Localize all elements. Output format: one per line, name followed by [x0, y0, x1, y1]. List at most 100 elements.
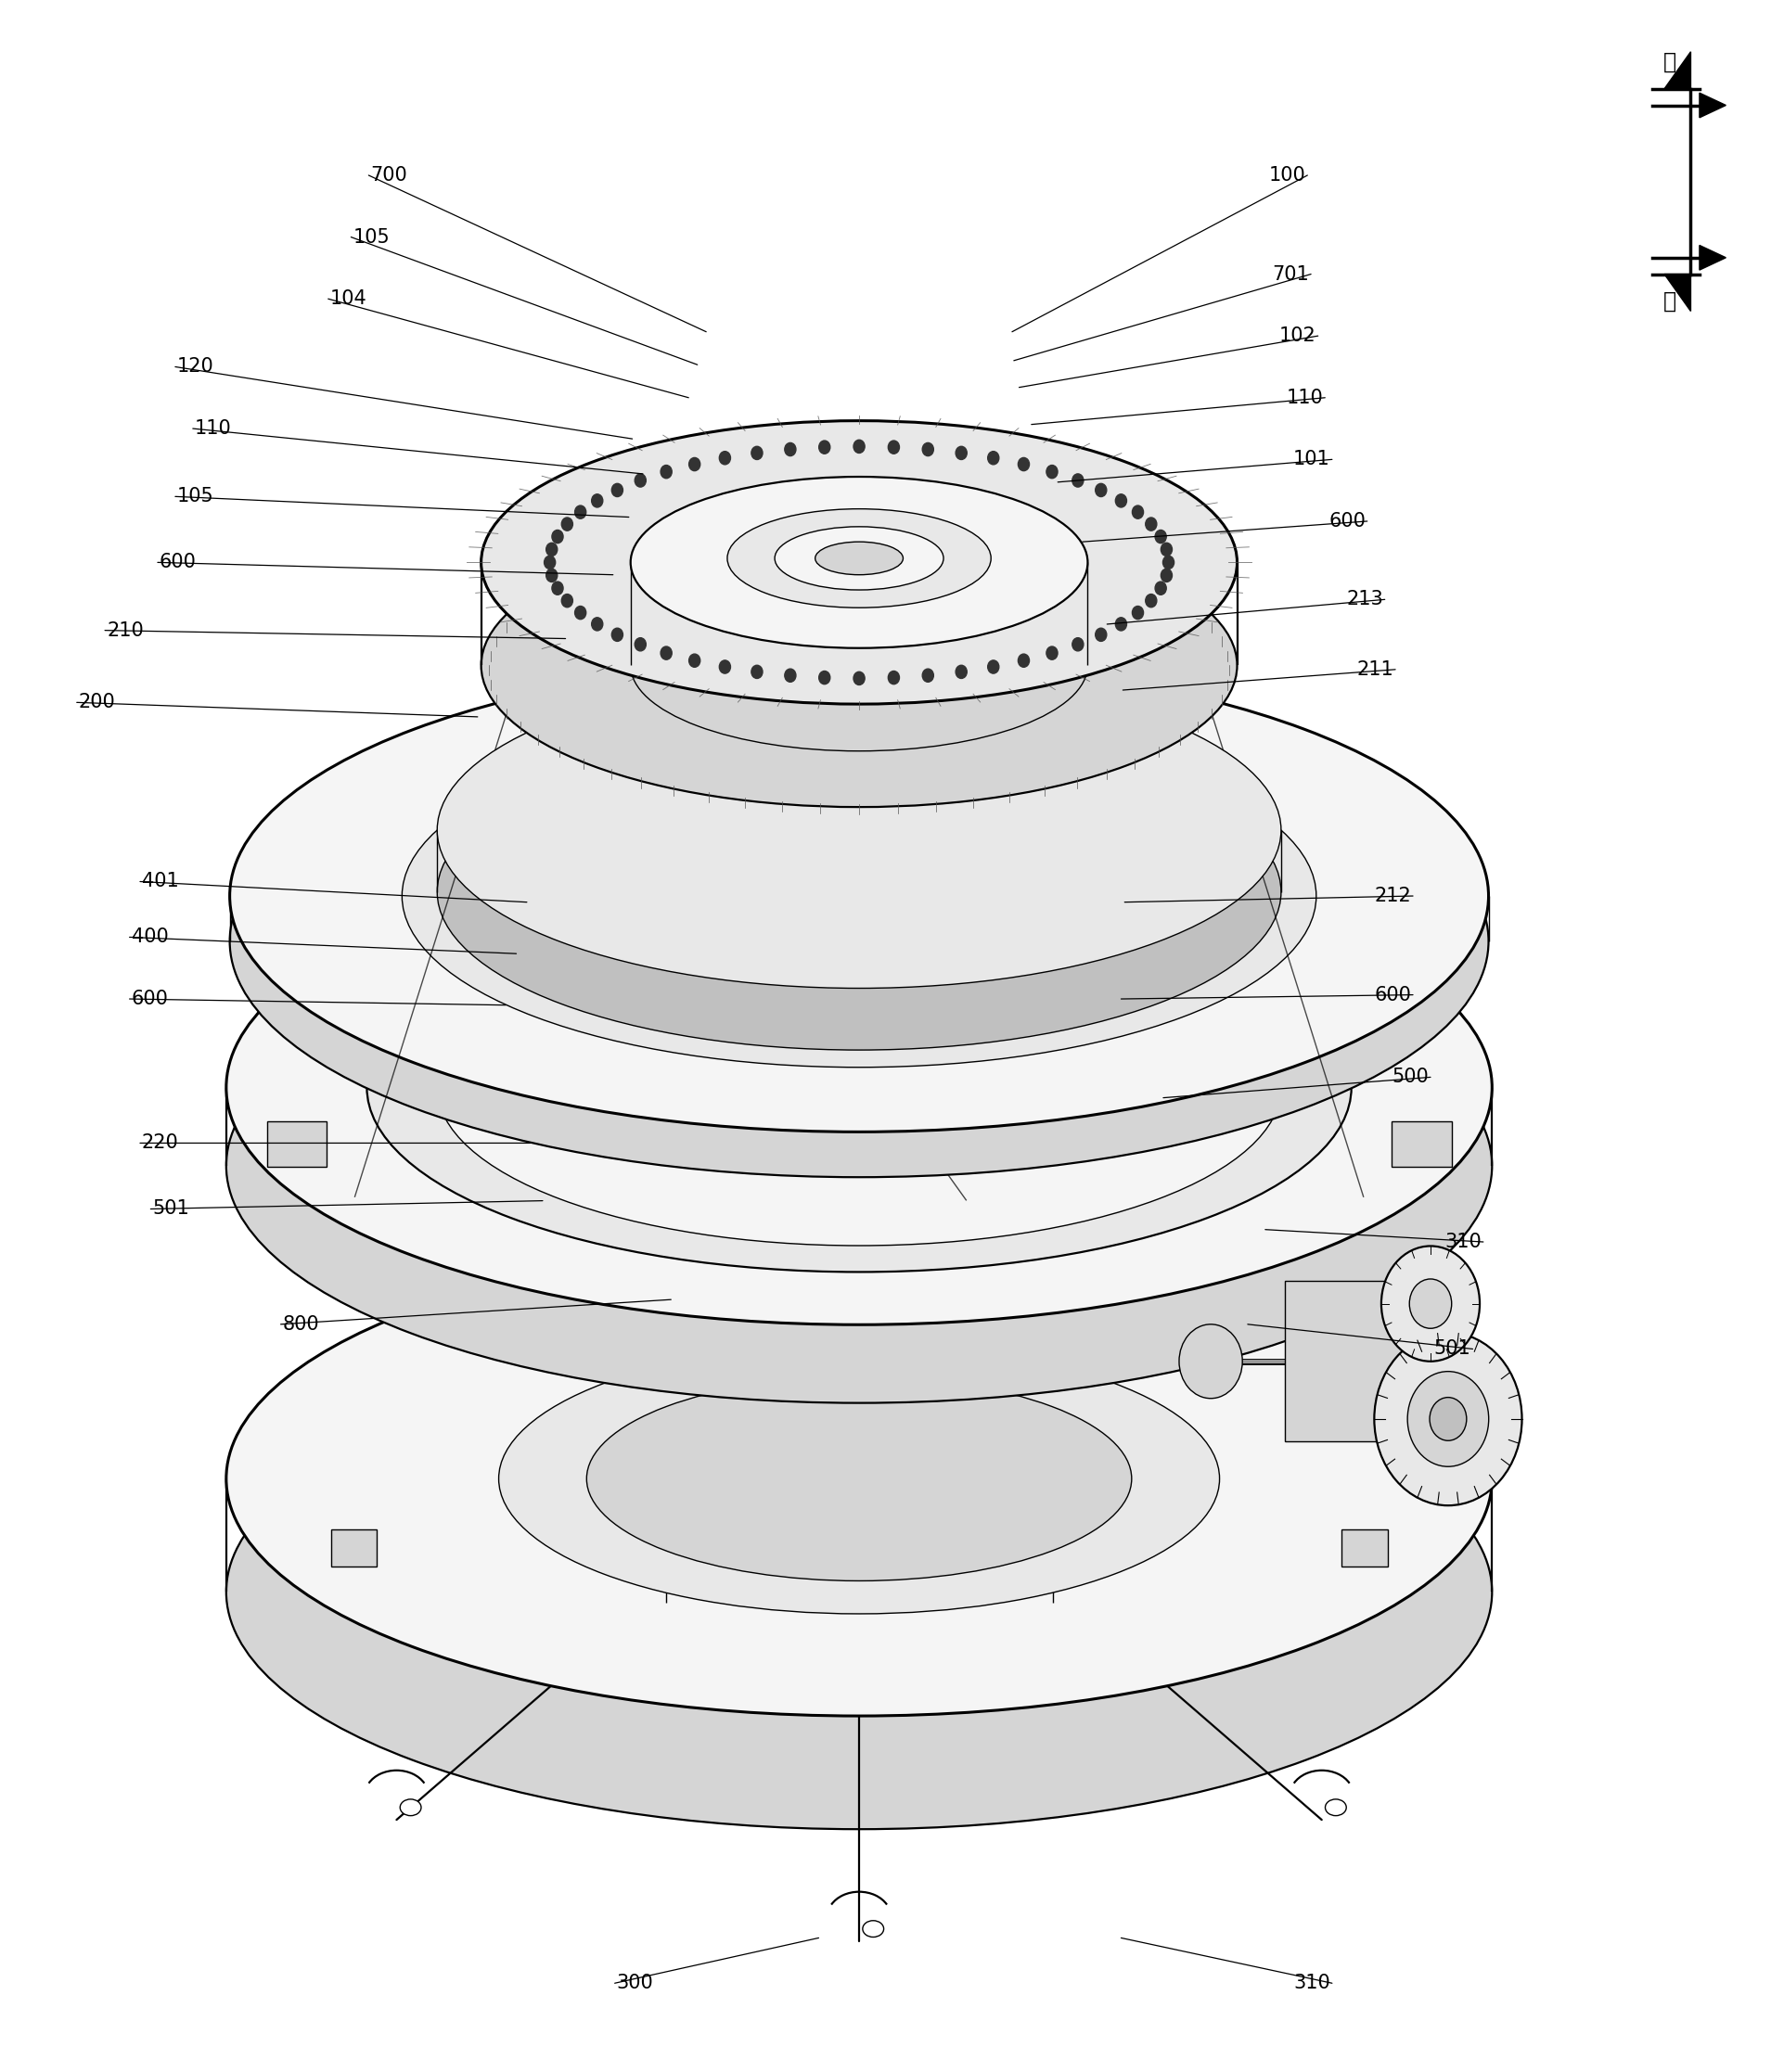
FancyBboxPatch shape: [267, 1121, 326, 1167]
Text: 700: 700: [370, 166, 407, 184]
Circle shape: [661, 646, 671, 659]
Circle shape: [818, 671, 831, 684]
Ellipse shape: [763, 1013, 956, 1086]
Text: 110: 110: [195, 419, 232, 437]
Circle shape: [545, 543, 558, 555]
Text: 500: 500: [1392, 1067, 1429, 1086]
Circle shape: [661, 466, 671, 479]
Circle shape: [988, 661, 999, 673]
Text: 200: 200: [78, 694, 115, 711]
Ellipse shape: [230, 704, 1489, 1177]
Circle shape: [1132, 506, 1144, 518]
Ellipse shape: [774, 526, 944, 591]
Circle shape: [956, 665, 967, 678]
Text: 501: 501: [1435, 1341, 1472, 1359]
Text: 600: 600: [1374, 986, 1411, 1005]
Ellipse shape: [227, 928, 1491, 1403]
Ellipse shape: [400, 1798, 421, 1815]
Text: 600: 600: [159, 553, 197, 572]
Circle shape: [751, 665, 763, 678]
Ellipse shape: [586, 1376, 1132, 1581]
FancyBboxPatch shape: [1284, 1280, 1415, 1442]
Ellipse shape: [1374, 1332, 1521, 1506]
Text: 105: 105: [352, 228, 390, 247]
Circle shape: [1132, 607, 1144, 620]
Ellipse shape: [437, 930, 1280, 1245]
Ellipse shape: [809, 1032, 909, 1069]
Text: 400: 400: [131, 928, 168, 947]
Circle shape: [1155, 582, 1167, 595]
Circle shape: [854, 671, 864, 686]
Circle shape: [1162, 543, 1172, 555]
Ellipse shape: [482, 524, 1238, 806]
Circle shape: [561, 518, 572, 530]
Circle shape: [1071, 638, 1084, 651]
Ellipse shape: [666, 1529, 1052, 1674]
Circle shape: [576, 506, 586, 518]
Text: 600: 600: [1328, 512, 1365, 530]
Circle shape: [592, 617, 602, 630]
Circle shape: [553, 530, 563, 543]
Text: 120: 120: [177, 358, 214, 375]
Circle shape: [719, 452, 730, 464]
FancyBboxPatch shape: [331, 1529, 377, 1566]
Ellipse shape: [473, 750, 1247, 1040]
Circle shape: [1094, 483, 1107, 497]
Text: 212: 212: [1374, 887, 1411, 905]
Circle shape: [785, 669, 795, 682]
Text: 下: 下: [1663, 290, 1675, 313]
Circle shape: [923, 443, 933, 456]
Circle shape: [988, 452, 999, 464]
Circle shape: [719, 661, 730, 673]
Circle shape: [1155, 530, 1167, 543]
Ellipse shape: [630, 580, 1087, 750]
Ellipse shape: [666, 1407, 1052, 1552]
Circle shape: [785, 443, 795, 456]
Ellipse shape: [230, 661, 1489, 1131]
Text: 701: 701: [1272, 265, 1309, 284]
Circle shape: [611, 628, 623, 640]
Text: 300: 300: [616, 1975, 653, 1993]
Circle shape: [634, 474, 646, 487]
Text: 213: 213: [1346, 591, 1383, 609]
Circle shape: [751, 445, 763, 460]
Text: 211: 211: [1357, 661, 1394, 680]
Polygon shape: [1665, 52, 1691, 89]
Circle shape: [545, 570, 558, 582]
Ellipse shape: [227, 850, 1491, 1324]
Circle shape: [1116, 617, 1126, 630]
Ellipse shape: [482, 421, 1238, 704]
FancyBboxPatch shape: [829, 847, 889, 891]
Circle shape: [1162, 570, 1172, 582]
Circle shape: [887, 671, 900, 684]
Circle shape: [576, 607, 586, 620]
Polygon shape: [1665, 274, 1691, 311]
Circle shape: [689, 458, 700, 470]
Text: 上: 上: [1663, 52, 1675, 73]
Circle shape: [1071, 474, 1084, 487]
Ellipse shape: [1325, 1798, 1346, 1815]
Circle shape: [1164, 555, 1174, 570]
Text: 104: 104: [329, 290, 367, 309]
Text: 220: 220: [142, 1133, 179, 1152]
Text: 101: 101: [1293, 450, 1330, 468]
Circle shape: [956, 445, 967, 460]
Circle shape: [689, 655, 700, 667]
Circle shape: [561, 595, 572, 607]
Circle shape: [1018, 655, 1029, 667]
Ellipse shape: [437, 671, 1280, 988]
FancyBboxPatch shape: [1342, 1529, 1387, 1566]
Text: 600: 600: [131, 990, 168, 1009]
Ellipse shape: [1408, 1372, 1489, 1467]
Ellipse shape: [1179, 1324, 1243, 1399]
Text: 501: 501: [152, 1200, 189, 1218]
Circle shape: [887, 441, 900, 454]
Ellipse shape: [692, 988, 1025, 1113]
Ellipse shape: [1381, 1245, 1481, 1361]
Circle shape: [1146, 518, 1156, 530]
Ellipse shape: [499, 1343, 1220, 1614]
Text: 800: 800: [283, 1316, 319, 1334]
Circle shape: [818, 441, 831, 454]
Ellipse shape: [862, 1921, 884, 1937]
Ellipse shape: [402, 725, 1316, 1067]
